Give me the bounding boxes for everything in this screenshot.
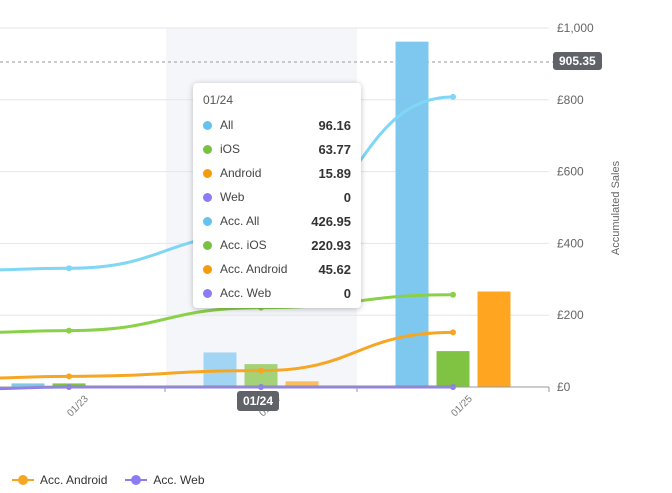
tooltip-series-value: 0 [343,189,351,205]
point-acc-all-01-23[interactable] [66,265,72,272]
line-acc-android[interactable] [0,330,455,380]
tooltip-row: Android 15.89 [203,161,351,185]
legend-item[interactable]: Acc. Android [12,473,107,487]
y-tick-label: £400 [557,236,584,250]
tooltip-series-name: Acc. Android [220,262,288,276]
y-tick-label: £600 [557,165,584,179]
y-tick-label: £1,000 [557,21,594,35]
tooltip-row: iOS 63.77 [203,137,351,161]
reference-line-label: 905.35 [553,51,602,70]
line-acc-ios[interactable] [0,293,455,334]
x-tick-label: 01/25 [449,393,475,419]
bar-android-01-24[interactable] [285,381,319,387]
point-acc-android-01-24[interactable] [258,367,264,374]
tooltip-series-name: All [220,118,234,132]
bar-ios-01-24[interactable] [244,364,278,387]
tooltip-row: All 96.16 [203,113,351,137]
tooltip-title: 01/24 [203,93,234,107]
series-dot-icon [203,264,212,274]
legend-label: Acc. Android [40,473,108,487]
tooltip-row: Acc. Android 45.62 [203,257,351,281]
y-tick-label: £800 [557,93,584,107]
tooltip-row: Acc. Web 0 [203,281,351,305]
tooltip-series-value: 45.62 [318,261,351,277]
bar-all-01-25[interactable] [395,41,429,387]
chart-tooltip: 01/24 All 96.16 iOS 63.77 Android 15.89 Web 0 Ac… [193,83,361,308]
legend-label: Acc. Web [153,473,205,487]
x-tick-label: 01/23 [65,393,91,419]
series-dot-icon [203,192,212,202]
tooltip-series-name: Android [220,166,262,180]
tooltip-row: Acc. iOS 220.93 [203,233,351,257]
bar-layer[interactable] [11,41,511,387]
y-tick-label: £0 [557,380,571,394]
tooltip-series-value: 15.89 [318,165,351,181]
series-dot-icon [203,288,212,298]
series-dot-icon [203,144,212,154]
legend-marker-icon [125,474,148,486]
series-dot-icon [203,216,212,226]
legend-marker-icon [12,474,34,486]
tooltip-row: Acc. All 426.95 [203,209,351,233]
tooltip-series-value: 426.95 [311,213,351,229]
bar-ios-01-25[interactable] [436,351,470,387]
point-acc-ios-01-25[interactable] [450,291,456,298]
bar-android-01-25[interactable] [477,291,511,387]
bar-all-01-23[interactable] [11,383,45,387]
y-tick-label: £200 [557,308,584,322]
tooltip-series-value: 0 [343,285,351,301]
tooltip-series-name: Acc. All [220,214,260,228]
point-acc-android-01-25[interactable] [450,329,456,336]
crosshair-x-label: 01/24 [237,391,280,411]
legend-item[interactable]: Acc. Web [125,473,205,487]
tooltip-series-name: Web [220,190,245,204]
chart-legend: Acc. Android Acc. Web [12,473,223,487]
tooltip-series-name: iOS [220,142,241,156]
tooltip-series-name: Acc. iOS [220,238,267,252]
tooltip-series-value: 63.77 [318,141,351,157]
y-axis-title: Accumulated Sales [610,160,622,255]
tooltip-series-name: Acc. Web [220,286,272,300]
tooltip-row: Web 0 [203,185,351,209]
point-acc-ios-01-23[interactable] [66,327,72,334]
series-dot-icon [203,240,212,250]
series-dot-icon [203,168,212,178]
point-acc-all-01-25[interactable] [450,93,456,100]
series-dot-icon [203,120,212,130]
tooltip-rows: All 96.16 iOS 63.77 Android 15.89 Web 0 Acc. All… [203,113,351,305]
point-acc-android-01-23[interactable] [66,373,72,380]
tooltip-series-value: 220.93 [311,237,351,253]
tooltip-series-value: 96.16 [318,117,351,133]
